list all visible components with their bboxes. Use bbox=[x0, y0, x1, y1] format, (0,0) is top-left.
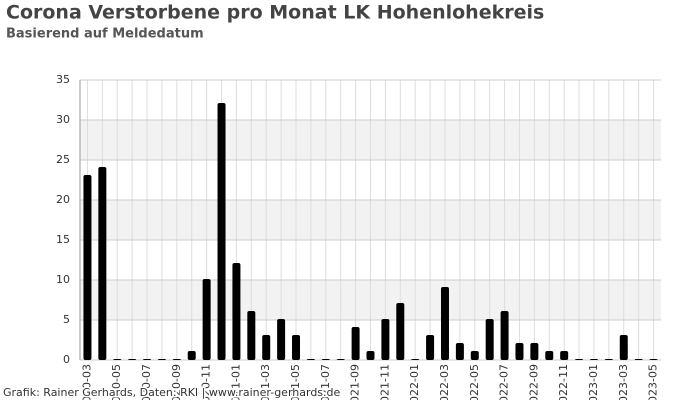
x-tick-label: 2022-07 bbox=[498, 364, 511, 400]
x-tick-label: 2023-03 bbox=[617, 364, 630, 400]
bar bbox=[545, 351, 554, 360]
bar bbox=[157, 359, 166, 360]
y-tick-label: 30 bbox=[56, 113, 70, 126]
bar bbox=[351, 327, 360, 360]
x-tick-label: 2022-01 bbox=[408, 364, 421, 400]
bar bbox=[232, 263, 241, 360]
x-tick-label: 2023-05 bbox=[647, 364, 660, 400]
bar bbox=[98, 167, 107, 360]
x-tick-label: 2021-01 bbox=[229, 364, 242, 400]
bar bbox=[440, 287, 449, 360]
bar bbox=[277, 319, 286, 360]
bar bbox=[187, 351, 196, 360]
bar bbox=[83, 175, 92, 360]
bar bbox=[589, 359, 598, 360]
bar bbox=[247, 311, 256, 360]
y-tick-label: 20 bbox=[56, 193, 70, 206]
x-tick-label: 2022-05 bbox=[468, 364, 481, 400]
bar bbox=[262, 335, 271, 360]
x-tick-label: 2020-11 bbox=[200, 364, 213, 400]
bar bbox=[217, 103, 226, 360]
y-tick-label: 10 bbox=[56, 273, 70, 286]
x-tick-label: 2021-03 bbox=[259, 364, 272, 400]
bar bbox=[619, 335, 628, 360]
bar bbox=[515, 343, 524, 360]
source-note: Grafik: Rainer Gerhards, Daten: RKI | ww… bbox=[3, 386, 341, 399]
bar bbox=[202, 279, 211, 360]
bar bbox=[396, 303, 405, 360]
y-tick-label: 5 bbox=[63, 313, 70, 326]
y-tick-label: 35 bbox=[56, 73, 70, 86]
bar bbox=[634, 359, 643, 360]
bar bbox=[649, 359, 658, 360]
bar bbox=[500, 311, 509, 360]
bar bbox=[455, 343, 464, 360]
x-tick-label: 2021-07 bbox=[319, 364, 332, 400]
x-tick-label: 2020-05 bbox=[110, 364, 123, 400]
bar bbox=[128, 359, 137, 360]
x-tick-label: 2021-09 bbox=[349, 364, 362, 400]
y-tick-label: 25 bbox=[56, 153, 70, 166]
x-tick-label: 2022-11 bbox=[557, 364, 570, 400]
bar bbox=[306, 359, 315, 360]
bar bbox=[381, 319, 390, 360]
x-tick-label: 2020-03 bbox=[80, 364, 93, 400]
bar bbox=[143, 359, 152, 360]
x-tick-label: 2020-07 bbox=[140, 364, 153, 400]
bar bbox=[366, 351, 375, 360]
bar bbox=[604, 359, 613, 360]
bar bbox=[321, 359, 330, 360]
bar bbox=[426, 335, 435, 360]
bar bbox=[530, 343, 539, 360]
x-tick-label: 2022-09 bbox=[527, 364, 540, 400]
bar bbox=[172, 359, 181, 360]
x-tick-label: 2020-09 bbox=[170, 364, 183, 400]
y-tick-label: 0 bbox=[63, 353, 70, 366]
x-tick-label: 2021-05 bbox=[289, 364, 302, 400]
bar bbox=[560, 351, 569, 360]
x-tick-label: 2023-01 bbox=[587, 364, 600, 400]
bar bbox=[411, 359, 420, 360]
bar bbox=[336, 359, 345, 360]
bar bbox=[113, 359, 122, 360]
chart-title: Corona Verstorbene pro Monat LK Hohenloh… bbox=[6, 2, 544, 24]
bar bbox=[575, 359, 584, 360]
bar bbox=[470, 351, 479, 360]
bar bbox=[485, 319, 494, 360]
y-tick-label: 15 bbox=[56, 233, 70, 246]
x-tick-label: 2021-11 bbox=[378, 364, 391, 400]
bar bbox=[292, 335, 301, 360]
x-tick-label: 2022-03 bbox=[438, 364, 451, 400]
chart-subtitle: Basierend auf Meldedatum bbox=[6, 27, 204, 42]
